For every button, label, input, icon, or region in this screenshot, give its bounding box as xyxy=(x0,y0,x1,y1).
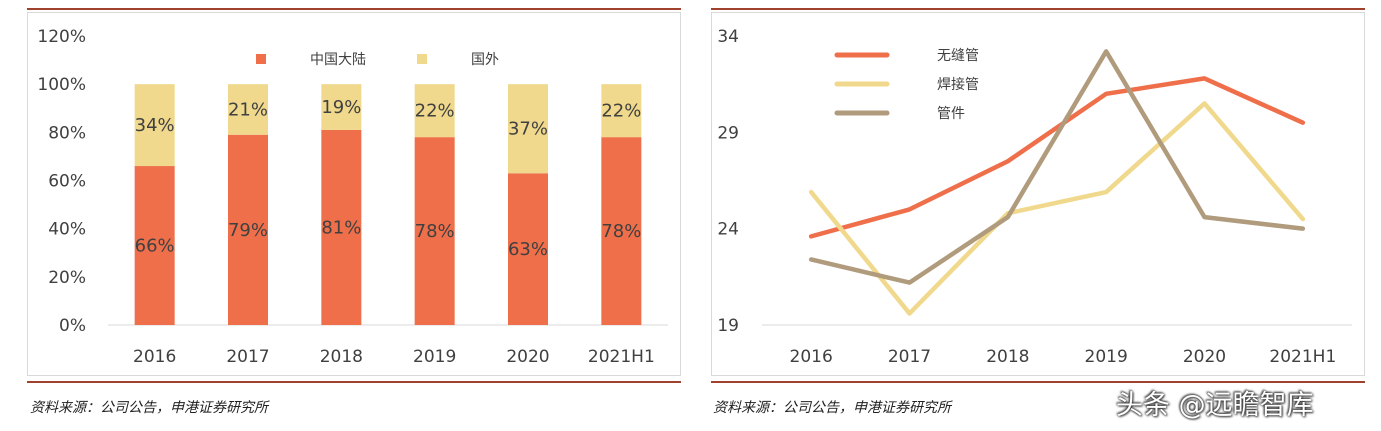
data-label: 21% xyxy=(228,99,268,120)
stacked-bar-chart-panel: 0% 20% 40% 60% 80% 100% 120% 66% 34% 2016 79% 21% 20… xyxy=(27,12,681,376)
data-label: 22% xyxy=(601,101,641,122)
x-tick-label: 2019 xyxy=(413,347,456,367)
data-label: 79% xyxy=(228,220,268,241)
y-tick-label: 0% xyxy=(59,316,86,336)
x-tick-label: 2017 xyxy=(888,347,931,367)
legend-label: 国外 xyxy=(471,52,499,68)
legend-label: 无缝管 xyxy=(937,48,979,64)
bar-segment-overseas xyxy=(228,84,268,135)
data-label: 81% xyxy=(321,217,361,238)
bar-segment-mainland xyxy=(321,129,362,325)
x-tick-label: 2019 xyxy=(1085,347,1128,367)
y-tick-label: 60% xyxy=(48,172,86,192)
line-chart-panel: 19 24 29 34 2016 2017 2018 2019 2020 2021H1 无缝管焊接管… xyxy=(711,12,1365,376)
bar-segment-mainland xyxy=(601,137,642,325)
x-tick-label: 2018 xyxy=(986,347,1029,367)
data-label: 19% xyxy=(321,97,361,118)
data-label: 78% xyxy=(601,221,641,242)
bottom-rule-right xyxy=(711,381,1365,383)
right-source-note: 资料来源：公司公告，申港证券研究所 xyxy=(713,400,951,416)
bar-segment-overseas xyxy=(508,84,548,174)
bar-segment-mainland xyxy=(134,166,175,325)
line-chart: 19 24 29 34 2016 2017 2018 2019 2020 2021H1 无缝管焊接管… xyxy=(717,27,1352,367)
x-tick-label: 2021H1 xyxy=(588,347,655,367)
stacked-bar-chart: 0% 20% 40% 60% 80% 100% 120% 66% 34% 2016 79% 21% 20… xyxy=(37,27,668,367)
series-line-welded xyxy=(808,101,1306,316)
data-label: 22% xyxy=(415,101,455,122)
x-tick-label: 2020 xyxy=(1183,347,1226,367)
watermark: 头条 @远瞻智库 xyxy=(1116,390,1314,421)
bottom-rule-left xyxy=(27,381,681,383)
y-tick-label: 24 xyxy=(717,220,739,240)
legend-label: 管件 xyxy=(937,106,965,122)
data-label: 37% xyxy=(508,119,548,140)
y-tick-label: 19 xyxy=(717,316,739,336)
top-rule-left xyxy=(27,8,681,10)
x-tick-label: 2018 xyxy=(320,347,363,367)
y-tick-label: 20% xyxy=(48,268,86,288)
data-label: 34% xyxy=(135,115,175,136)
bar-segment-mainland xyxy=(508,173,548,325)
bar-segment-mainland xyxy=(414,137,455,325)
legend-label: 中国大陆 xyxy=(310,52,366,68)
bar-segment-overseas xyxy=(134,84,175,167)
bar-segment-overseas xyxy=(601,84,642,138)
top-rule-right xyxy=(711,8,1365,10)
bar-segment-mainland xyxy=(228,134,268,325)
y-tick-label: 34 xyxy=(717,27,739,47)
legend-label: 焊接管 xyxy=(937,76,979,93)
y-tick-label: 29 xyxy=(717,123,739,143)
data-label: 66% xyxy=(135,236,175,257)
series-line-fittings xyxy=(808,49,1306,285)
x-tick-label: 2016 xyxy=(133,347,176,367)
bar-segment-overseas xyxy=(414,84,455,138)
x-tick-label: 2021H1 xyxy=(1269,347,1336,367)
left-source-note: 资料来源：公司公告，申港证券研究所 xyxy=(30,400,268,416)
legend-swatch-mainland xyxy=(256,54,266,64)
y-tick-label: 100% xyxy=(37,75,86,95)
x-tick-label: 2020 xyxy=(506,347,549,367)
legend-swatch-overseas xyxy=(417,54,427,64)
bar-segment-overseas xyxy=(321,84,362,130)
x-tick-label: 2017 xyxy=(226,347,269,367)
x-tick-label: 2016 xyxy=(790,347,833,367)
data-label: 78% xyxy=(415,221,455,242)
data-label: 63% xyxy=(508,239,548,260)
y-tick-label: 80% xyxy=(48,123,86,143)
y-tick-label: 40% xyxy=(48,220,86,240)
series-line-seamless xyxy=(808,76,1306,239)
y-tick-label: 120% xyxy=(37,27,86,47)
